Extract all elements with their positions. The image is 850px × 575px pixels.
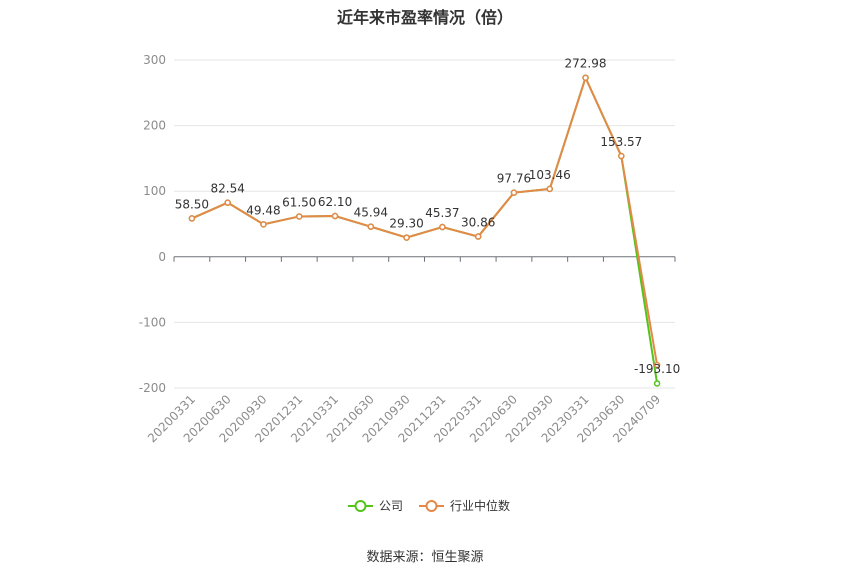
data-label: -193.10 — [634, 362, 680, 376]
data-label: 97.76 — [497, 172, 531, 186]
y-tick-label: 300 — [143, 53, 166, 67]
data-label: 103.46 — [529, 168, 571, 182]
data-point — [474, 233, 482, 240]
data-point — [367, 223, 375, 230]
data-point — [439, 223, 446, 231]
series-line-1 — [191, 74, 659, 366]
data-point — [653, 361, 661, 369]
y-tick-label: 0 — [158, 250, 166, 264]
y-tick-label: -100 — [139, 315, 166, 329]
data-point — [510, 189, 518, 196]
data-point — [653, 380, 661, 387]
data-label: 30.86 — [461, 216, 495, 230]
data-label: 58.50 — [175, 197, 209, 211]
data-label: 45.94 — [354, 206, 388, 220]
data-point — [188, 215, 196, 222]
series-line-0 — [191, 74, 659, 384]
data-label: 29.30 — [389, 217, 423, 231]
legend: 公司 行业中位数 — [348, 498, 510, 513]
data-point — [296, 213, 303, 220]
data-point — [331, 212, 339, 220]
legend-label: 行业中位数 — [450, 498, 510, 513]
data-point — [618, 152, 625, 160]
chart-title: 近年来市盈率情况（倍） — [336, 8, 513, 27]
data-label: 272.98 — [565, 57, 607, 71]
legend-marker-0 — [354, 500, 367, 512]
series-lines — [188, 74, 661, 387]
data-label: 153.57 — [600, 135, 642, 149]
data-label: 62.10 — [318, 195, 352, 209]
data-label: 61.50 — [282, 195, 316, 209]
data-label: 82.54 — [210, 182, 244, 196]
legend-label: 公司 — [379, 499, 403, 513]
data-point — [224, 199, 231, 206]
y-tick-label: -200 — [139, 381, 166, 395]
legend-marker-1 — [425, 500, 438, 512]
axes: -200-10001002003002020033120200630202009… — [139, 53, 676, 445]
data-point — [546, 185, 553, 193]
data-source-footer: 数据来源：恒生聚源 — [366, 550, 484, 565]
data-point — [582, 74, 589, 81]
data-label: 49.48 — [246, 203, 280, 217]
y-tick-label: 100 — [143, 184, 166, 198]
data-point — [260, 221, 267, 228]
y-tick-label: 200 — [143, 119, 166, 133]
gridlines — [174, 59, 675, 389]
data-point — [403, 234, 410, 241]
data-label: 45.37 — [425, 206, 459, 220]
